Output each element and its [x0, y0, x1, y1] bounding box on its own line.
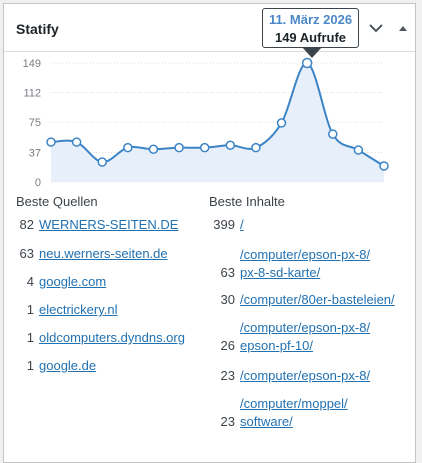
list-item: 30 /computer/80er-basteleien/ — [207, 291, 395, 309]
source-count: 4 — [26, 274, 34, 289]
content-count: 23 — [220, 414, 235, 429]
list-item: 1 electrickery.nl — [4, 301, 118, 319]
list-item: 26 /computer/epson-px-8/epson-pf-10/ — [207, 319, 371, 355]
visits-area — [51, 62, 384, 183]
data-point[interactable] — [199, 142, 210, 153]
statify-widget: Statify 149 112 75 37 0 11. März 2026 149 Au… — [3, 3, 416, 463]
y-tick-label: 75 — [29, 117, 41, 129]
source-link[interactable]: oldcomputers.dyndns.org — [39, 330, 185, 345]
source-count: 82 — [19, 217, 34, 232]
chart-tooltip: 11. März 2026 149 Aufrufe — [262, 8, 359, 48]
list-item: 82 WERNERS-SEITEN.DE — [4, 216, 179, 234]
content-count: 26 — [220, 338, 235, 353]
chevron-down-icon — [369, 24, 383, 33]
y-tick-label: 112 — [23, 88, 41, 100]
list-item: 1 oldcomputers.dyndns.org — [4, 329, 185, 347]
tooltip-arrow — [302, 47, 322, 58]
source-link[interactable]: WERNERS-SEITEN.DE — [39, 217, 179, 232]
source-link[interactable]: neu.werners-seiten.de — [39, 246, 168, 261]
data-point[interactable] — [328, 129, 338, 139]
content-link[interactable]: / — [240, 217, 244, 232]
content-count: 23 — [220, 368, 235, 383]
widget-title: Statify — [16, 21, 59, 37]
data-point[interactable] — [123, 142, 133, 153]
data-point[interactable] — [379, 161, 389, 171]
list-item: 63 neu.werners-seiten.de — [4, 245, 168, 263]
content-link[interactable]: /computer/epson-px-8/px-8-sd-karte/ — [240, 247, 371, 280]
tooltip-count: 149 Aufrufe — [274, 30, 347, 45]
toggle-panel-button[interactable] — [366, 18, 386, 38]
data-point[interactable] — [353, 145, 364, 155]
source-count: 1 — [26, 330, 34, 345]
source-count: 1 — [26, 358, 34, 373]
data-point[interactable] — [71, 137, 82, 147]
contents-title: Beste Inhalte — [209, 194, 285, 209]
data-point[interactable] — [148, 144, 159, 155]
move-up-button[interactable] — [393, 18, 413, 38]
list-item: 63 /computer/epson-px-8/px-8-sd-karte/ — [207, 246, 371, 282]
content-count: 30 — [220, 292, 235, 307]
list-item: 23 /computer/moppel/software/ — [207, 395, 348, 431]
data-point[interactable] — [225, 140, 236, 151]
y-tick-label: 37 — [29, 147, 41, 159]
widget-header: Statify — [4, 4, 415, 52]
data-point[interactable] — [97, 157, 107, 167]
data-point[interactable] — [251, 142, 261, 153]
source-link[interactable]: google.de — [39, 358, 97, 373]
caret-up-icon — [399, 26, 407, 31]
list-item: 4 google.com — [4, 273, 106, 291]
y-tick-label: 149 — [23, 58, 41, 70]
data-point[interactable] — [276, 118, 287, 128]
list-item: 399 / — [207, 216, 244, 234]
list-item: 23 /computer/epson-px-8/ — [207, 367, 371, 385]
source-link[interactable]: electrickery.nl — [39, 302, 118, 317]
source-link[interactable]: google.com — [39, 274, 107, 289]
data-point[interactable] — [174, 142, 184, 153]
sources-title: Beste Quellen — [16, 194, 98, 209]
y-tick-label: 0 — [35, 177, 41, 189]
tooltip-date: 11. März 2026 — [268, 12, 353, 27]
list-item: 1 google.de — [4, 357, 96, 375]
data-point[interactable] — [301, 57, 313, 69]
content-count: 399 — [213, 217, 235, 232]
visits-chart: 149 112 75 37 0 — [23, 57, 389, 189]
data-point[interactable] — [46, 137, 56, 147]
content-link[interactable]: /computer/80er-basteleien/ — [240, 292, 395, 307]
source-count: 1 — [26, 302, 34, 317]
content-count: 63 — [220, 265, 235, 280]
content-link[interactable]: /computer/moppel/software/ — [240, 396, 348, 429]
content-link[interactable]: /computer/epson-px-8/epson-pf-10/ — [240, 320, 371, 353]
content-link[interactable]: /computer/epson-px-8/ — [240, 368, 371, 383]
source-count: 63 — [19, 246, 34, 261]
